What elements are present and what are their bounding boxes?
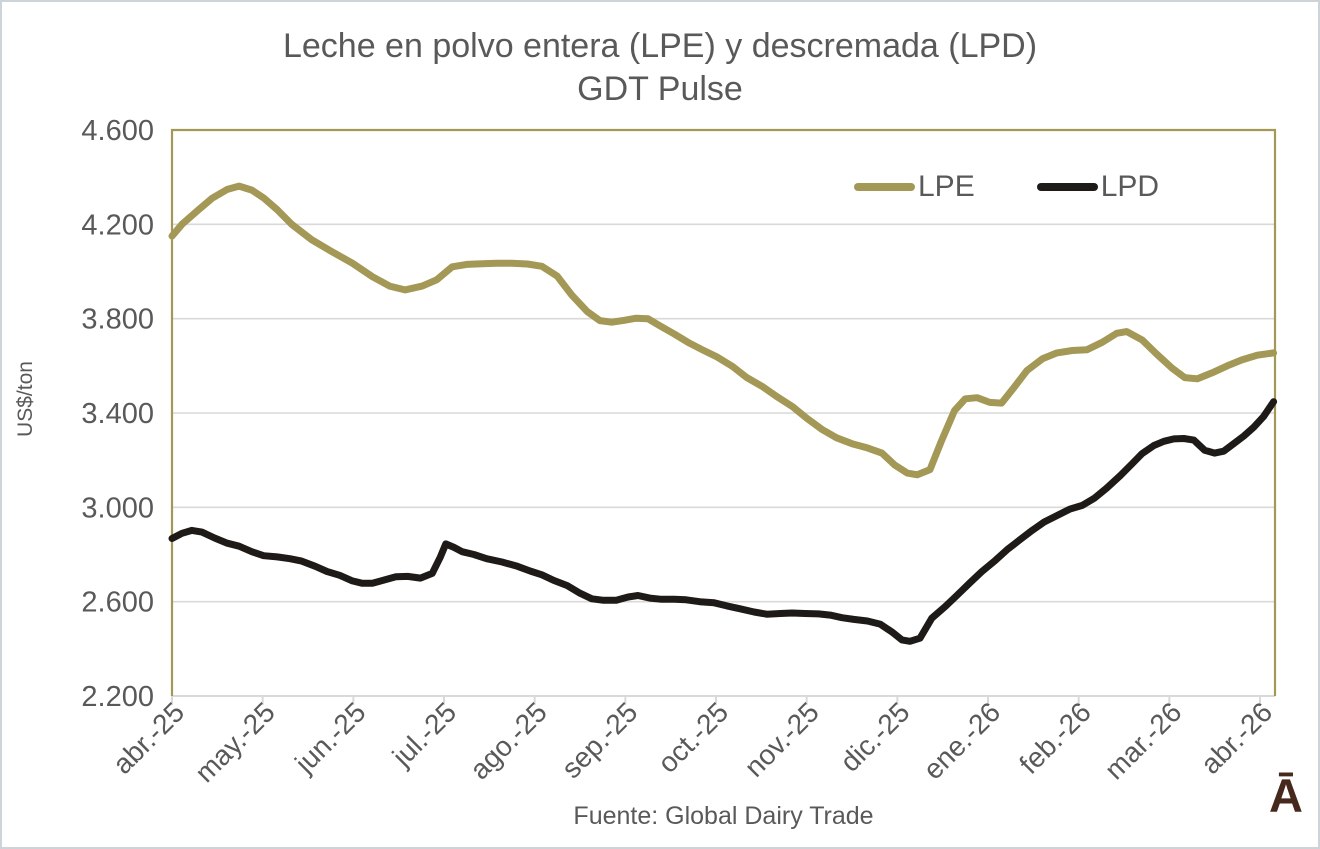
- source-note: Fuente: Global Dairy Trade: [573, 802, 874, 830]
- x-tick-label: nov.-25: [738, 696, 824, 782]
- x-tick-label: may.-25: [189, 696, 281, 788]
- plot-border: [170, 128, 1277, 696]
- legend-item-lpd: LPD: [1036, 170, 1160, 204]
- legend-label-lpd: LPD: [1100, 170, 1160, 203]
- x-tick-label: jul.-25: [386, 696, 463, 773]
- x-tick-label: ago.-25: [464, 696, 553, 785]
- y-tick-label: 4.600: [81, 115, 154, 147]
- x-tick-label: dic.-25: [834, 696, 915, 777]
- x-tick-label: oct.-25: [652, 696, 734, 778]
- series-line-lpe: [168, 182, 1278, 479]
- lpe-line-swatch: [854, 183, 915, 191]
- x-tick-label: jun.-25: [288, 696, 371, 779]
- x-tick-label: ene.-26: [917, 696, 1006, 785]
- legend-item-lpe: LPE: [854, 170, 975, 204]
- y-tick-label: 3.000: [81, 492, 154, 524]
- y-tick-label: 2.200: [81, 681, 154, 713]
- x-tick-label: feb.-26: [1013, 696, 1097, 780]
- lpd-line-swatch: [1036, 183, 1098, 191]
- y-tick-label: 3.800: [81, 304, 154, 336]
- legend-label-lpe: LPE: [918, 170, 975, 203]
- legend: LPE LPD: [854, 170, 1159, 204]
- y-tick-label: 2.600: [81, 587, 154, 619]
- x-tick-label: mar.-26: [1099, 696, 1188, 785]
- y-tick-label: 4.200: [81, 209, 154, 241]
- x-tick-label: sep.-25: [556, 696, 644, 784]
- brand-logo: Ā: [1269, 769, 1303, 822]
- x-tick-label: abr.-26: [1195, 696, 1279, 780]
- y-tick-label: 3.400: [81, 398, 154, 430]
- series-line-lpd: [168, 398, 1278, 645]
